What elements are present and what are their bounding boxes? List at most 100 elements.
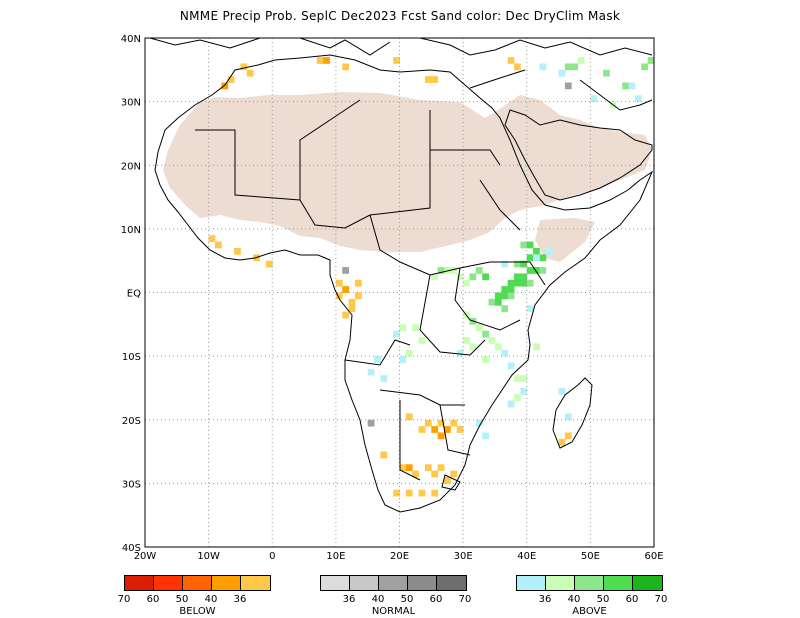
probability-cell (424, 419, 432, 427)
probability-cell (354, 279, 362, 287)
probability-cell (488, 298, 496, 306)
probability-cell (463, 279, 470, 287)
probability-cell (348, 305, 356, 312)
probability-cell (501, 286, 509, 293)
legend-swatch (183, 576, 212, 590)
probability-cell (342, 311, 349, 319)
probability-cell (393, 57, 400, 64)
probability-cell (577, 57, 585, 64)
probability-cell (482, 273, 489, 281)
lat-label: 40S (122, 543, 141, 554)
probability-cell (405, 413, 413, 421)
probability-cell (456, 273, 464, 281)
probability-cell (234, 247, 241, 255)
probability-cell (545, 247, 553, 255)
probability-cell (526, 279, 534, 287)
probability-cell (367, 419, 375, 427)
probability-cell (208, 235, 216, 242)
probability-cell (393, 330, 400, 338)
probability-cell (482, 356, 489, 363)
probability-cell (444, 477, 451, 484)
probability-cell (424, 464, 432, 472)
lon-label: 30E (454, 551, 473, 562)
legend-normal-label: NORMAL (371, 606, 416, 617)
probability-cell (539, 63, 547, 71)
probability-cell (520, 260, 528, 268)
probability-cell (342, 63, 349, 71)
probability-cell (354, 292, 362, 300)
probability-cell (482, 330, 489, 338)
probability-cell (603, 69, 610, 77)
legend-swatch (125, 576, 154, 590)
probability-cell (526, 267, 534, 274)
probability-cell (348, 298, 356, 306)
probability-cell (405, 349, 413, 357)
probability-cell (641, 63, 649, 71)
probability-cell (431, 489, 439, 497)
probability-cell (564, 413, 572, 421)
probability-cell (380, 451, 388, 459)
probability-cell (514, 375, 521, 382)
probability-cell (431, 273, 439, 281)
probability-cell (507, 362, 515, 370)
probability-cell (405, 464, 413, 472)
probability-cell (405, 489, 413, 497)
probability-cell (634, 95, 642, 103)
legend-swatch (633, 576, 662, 590)
legend-below: 70 60 50 40 36 BELOW (118, 575, 271, 617)
map-frame (144, 37, 655, 548)
legend-swatch (408, 576, 437, 590)
probability-cell (507, 279, 515, 287)
probability-cell (514, 63, 521, 71)
probability-cell (431, 426, 439, 433)
probability-cell (431, 76, 439, 83)
lon-label: 10E (326, 551, 345, 562)
probability-cell (520, 241, 528, 249)
probability-cell (564, 82, 572, 90)
lon-label: 60E (644, 551, 663, 562)
probability-cell (539, 267, 547, 274)
legend-tick: 50 (596, 594, 610, 605)
legend-above: 36 40 50 60 70 ABOVE (516, 575, 667, 617)
probability-cell (482, 432, 489, 440)
probability-cell (335, 279, 343, 287)
probability-cell (399, 464, 407, 472)
probability-cell (265, 260, 273, 268)
legend-swatch (604, 576, 633, 590)
probability-cell (475, 419, 483, 427)
probability-cell (412, 470, 419, 478)
lat-label: 20N (121, 161, 141, 172)
lon-label: 0 (269, 551, 275, 562)
probability-cell (221, 82, 229, 90)
probability-cell (431, 470, 439, 478)
probability-cell (418, 426, 426, 433)
legend-swatch (546, 576, 575, 590)
legend-normal: 36 40 50 60 70 NORMAL (320, 575, 471, 617)
probability-cell (456, 349, 464, 357)
legend-tick: 40 (371, 594, 385, 605)
probability-cell (393, 489, 400, 497)
probability-cell (374, 356, 381, 363)
probability-cell (450, 267, 458, 274)
legend-tick: 36 (233, 594, 247, 605)
probability-cell (520, 387, 528, 395)
probability-cell (227, 76, 235, 83)
probability-cell (533, 267, 540, 274)
probability-cell (424, 76, 432, 83)
probability-cell (456, 426, 464, 433)
legend-swatch (575, 576, 604, 590)
probability-cell (450, 419, 458, 427)
legend-tick: 40 (204, 594, 218, 605)
lat-label: 10S (122, 352, 141, 363)
probability-cell (628, 82, 636, 90)
probability-cell (647, 57, 654, 64)
probability-cell (450, 470, 458, 478)
legend-tick: 60 (429, 594, 443, 605)
lat-label: 30N (121, 98, 141, 109)
legend-above-label: ABOVE (572, 606, 607, 617)
legend-tick: 70 (458, 594, 472, 605)
probability-cell (514, 273, 521, 281)
probability-cell (437, 464, 445, 472)
probability-cell (514, 279, 521, 287)
probability-cell (558, 438, 566, 446)
